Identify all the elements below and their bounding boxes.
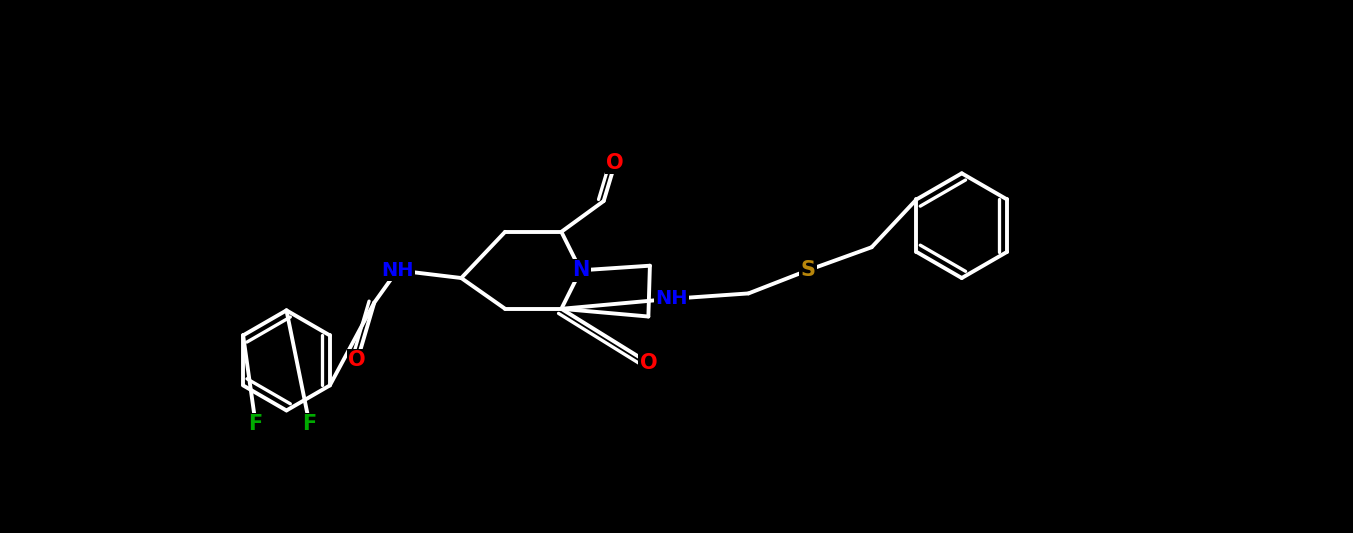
Text: O: O xyxy=(640,353,658,373)
Text: F: F xyxy=(249,414,262,434)
Text: F: F xyxy=(303,414,317,434)
Text: O: O xyxy=(606,152,624,173)
Text: O: O xyxy=(349,350,367,370)
Text: NH: NH xyxy=(655,289,687,308)
Text: S: S xyxy=(800,260,816,280)
Text: N: N xyxy=(572,260,590,280)
Text: NH: NH xyxy=(382,261,414,280)
